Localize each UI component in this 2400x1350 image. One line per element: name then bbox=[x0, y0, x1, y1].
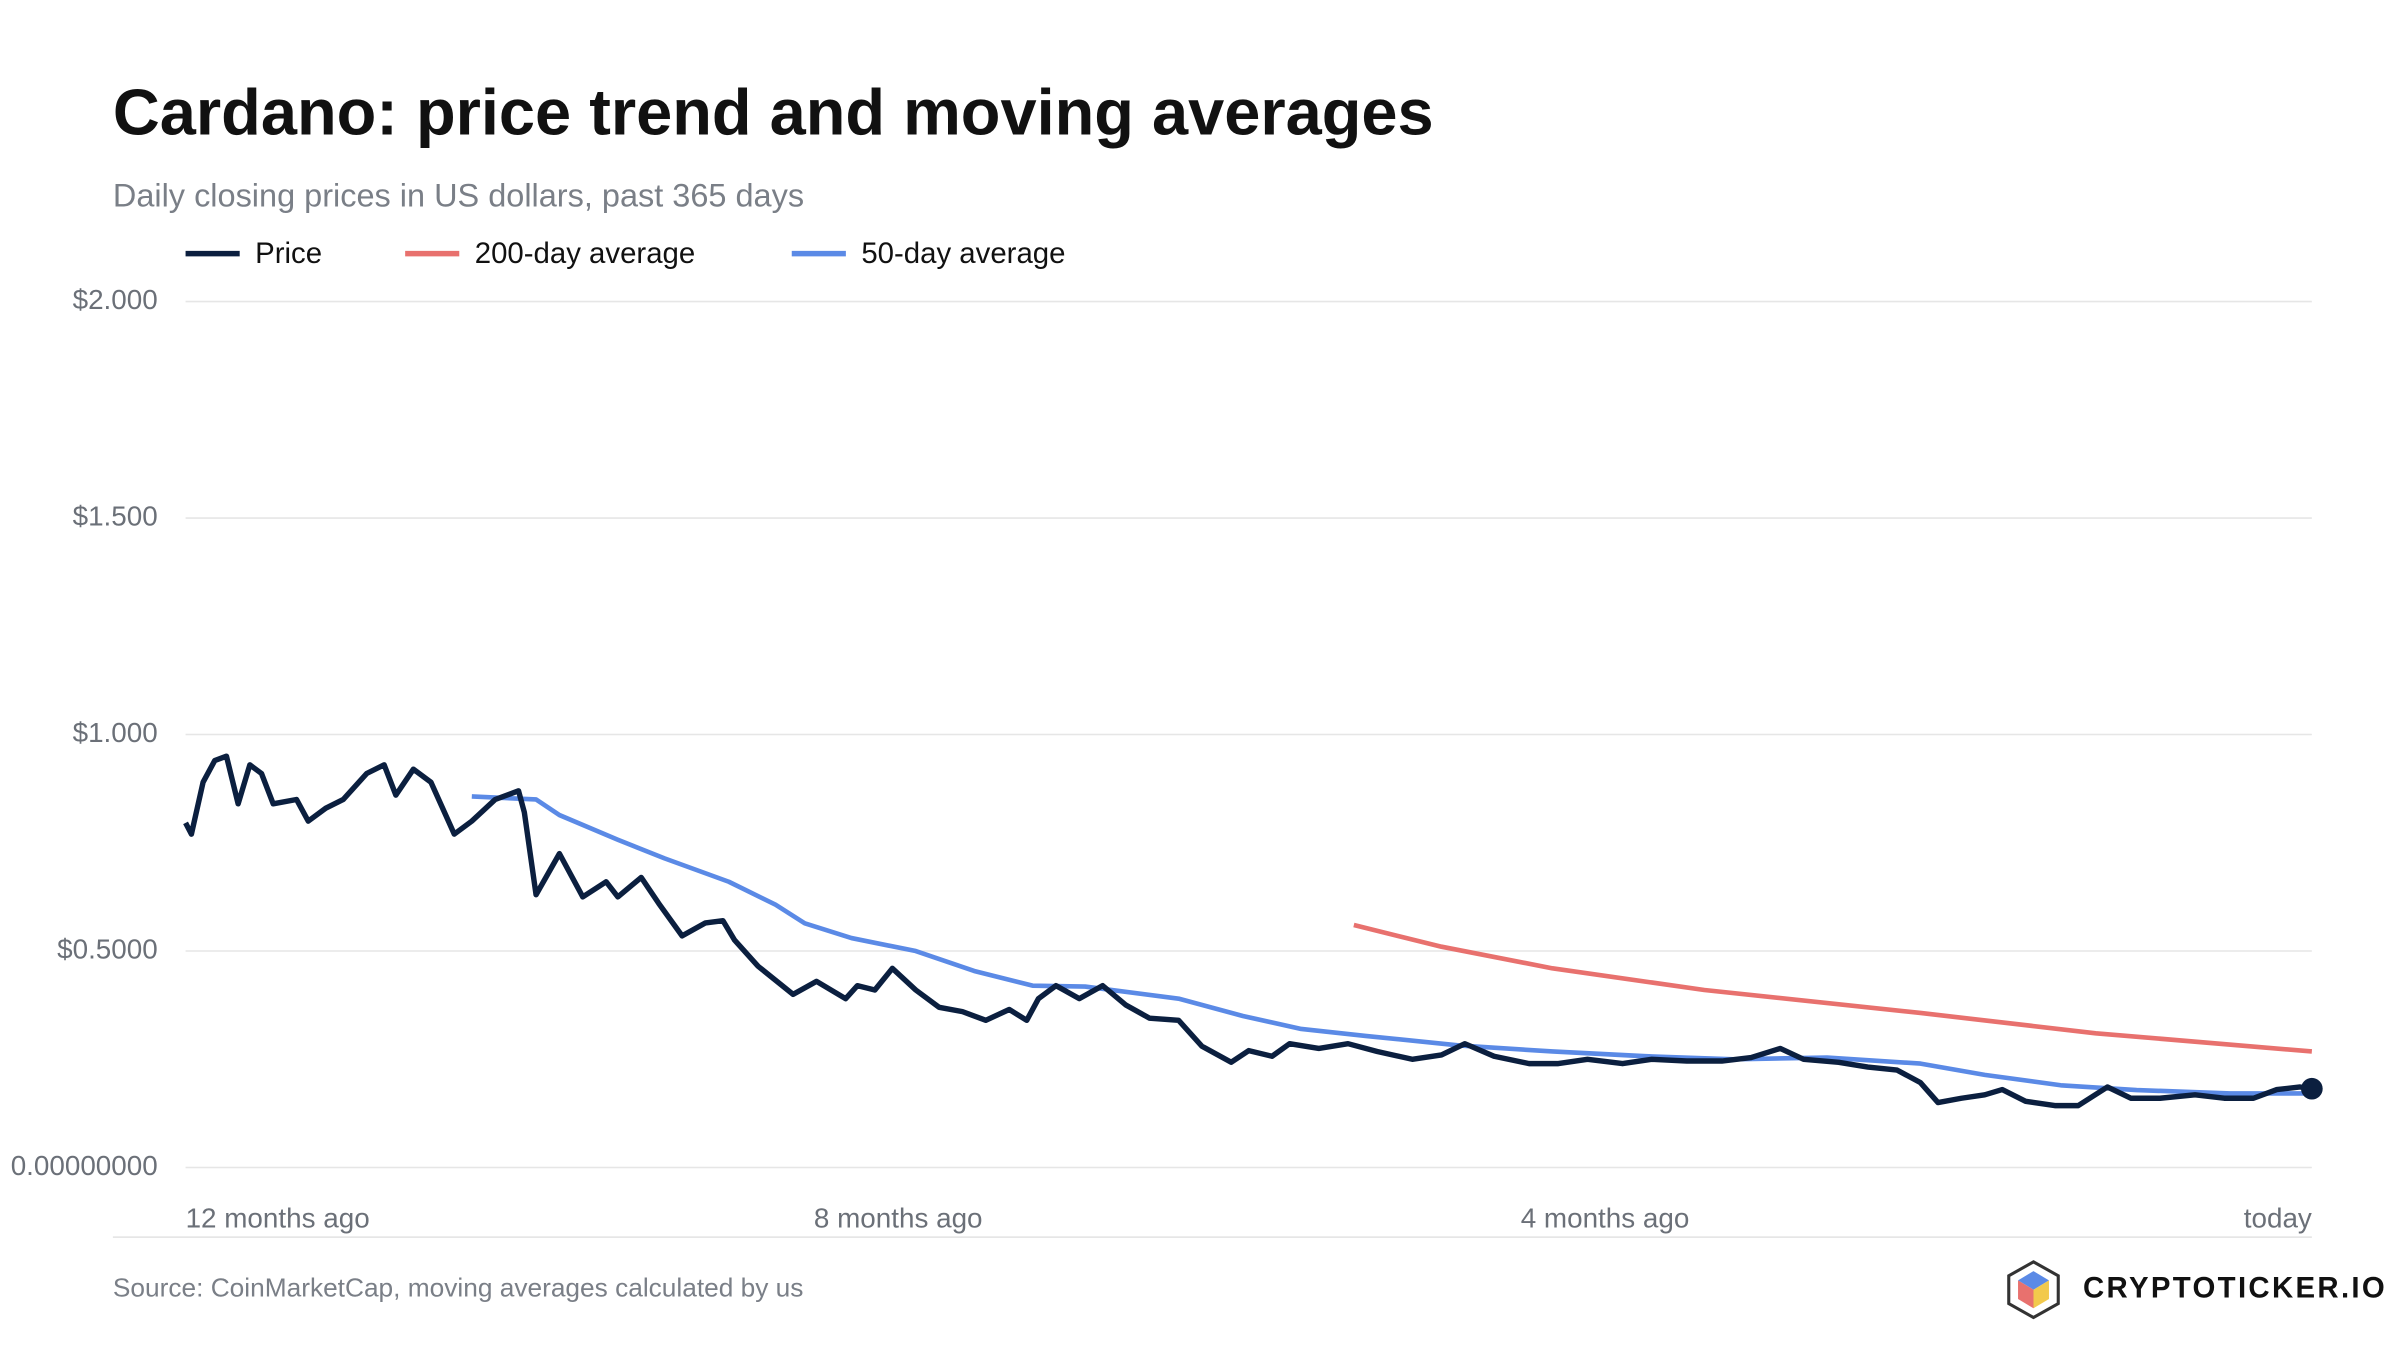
x-tick-label: 8 months ago bbox=[814, 1202, 983, 1233]
x-tick-label: today bbox=[2244, 1202, 2312, 1233]
source-note: Source: CoinMarketCap, moving averages c… bbox=[113, 1273, 804, 1303]
x-tick-label: 12 months ago bbox=[186, 1202, 370, 1233]
y-tick-label: $1.000 bbox=[73, 717, 158, 748]
series-line bbox=[183, 753, 2313, 1109]
legend-label: Price bbox=[255, 237, 322, 270]
series-line bbox=[471, 794, 2312, 1096]
brand-logo bbox=[2007, 1260, 2060, 1320]
y-tick-label: $0.5000 bbox=[57, 933, 158, 964]
legend-label: 200-day average bbox=[475, 237, 695, 270]
series-line bbox=[1353, 922, 2313, 1054]
last-price-dot bbox=[2301, 1077, 2323, 1100]
y-tick-label: 0.00000000 bbox=[11, 1150, 158, 1181]
x-tick-label: 4 months ago bbox=[1521, 1202, 1690, 1233]
chart-subtitle: Daily closing prices in US dollars, past… bbox=[113, 178, 804, 214]
legend-label: 50-day average bbox=[861, 237, 1065, 270]
y-tick-label: $1.500 bbox=[73, 500, 158, 531]
chart-title: Cardano: price trend and moving averages bbox=[113, 76, 1434, 149]
y-tick-label: $2.000 bbox=[73, 284, 158, 315]
brand-name: CRYPTOTICKER.IO bbox=[2083, 1271, 2387, 1304]
